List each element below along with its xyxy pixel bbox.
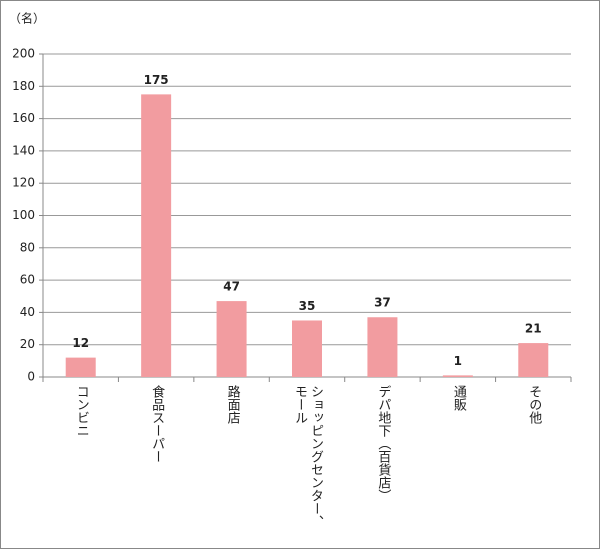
value-label: 35 [299,299,316,313]
bar [292,320,322,377]
value-label: 47 [223,280,240,294]
value-label: 21 [525,322,542,336]
y-tick-label: 40 [20,305,35,319]
bar [518,343,549,377]
x-tick-label: 食品スーパー [149,385,165,463]
y-tick-label: 20 [20,337,35,351]
x-tick-label: コンビニ [73,385,89,437]
bar [367,317,398,377]
x-tick-label: 路面店 [224,385,240,424]
y-tick-label: 140 [12,143,35,157]
y-tick-label: 0 [27,370,35,384]
x-tick-label: デパ地下（百貨店） [375,385,391,502]
value-label: 175 [144,73,169,87]
y-tick-label: 200 [12,47,35,61]
value-label: 1 [454,354,462,368]
x-tick-label: ショッピングセンター、モール [292,385,323,528]
y-tick-label: 60 [20,273,35,287]
unit-label: （名） [9,11,45,26]
y-tick-label: 180 [12,79,35,93]
bar [65,357,96,377]
bar [442,375,473,377]
y-tick-label: 160 [12,111,35,125]
x-tick-label: 通販 [450,385,466,411]
y-tick-label: 80 [20,240,35,254]
bar [141,94,172,377]
x-tick-label: その他 [526,385,542,424]
bar [216,301,247,377]
y-tick-label: 120 [12,176,35,190]
value-label: 37 [374,296,391,310]
y-tick-label: 100 [12,208,35,222]
value-label: 12 [72,336,89,350]
